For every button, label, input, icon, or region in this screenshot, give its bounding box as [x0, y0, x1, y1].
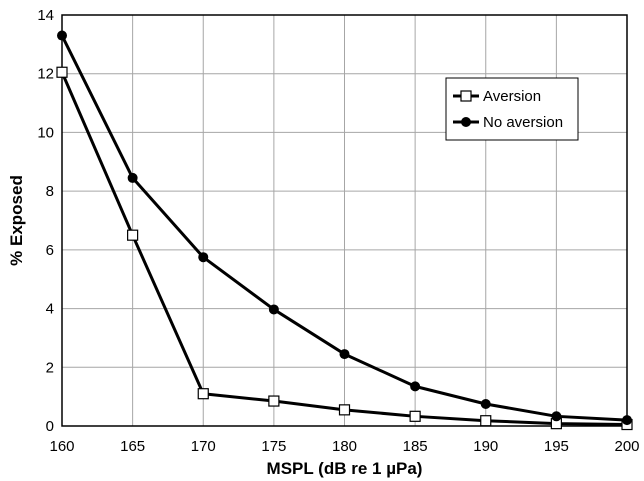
y-tick-label: 0: [46, 418, 54, 435]
data-point-no-aversion: [339, 349, 350, 360]
x-axis-title: MSPL (dB re 1 µPa): [267, 459, 423, 478]
x-tick-label: 185: [403, 438, 428, 455]
data-point-aversion: [480, 415, 492, 427]
legend-marker-aversion: [460, 90, 472, 102]
data-point-aversion: [197, 388, 209, 400]
x-axis-tick-labels: 160 165 170 175 180 185 190 195 200: [49, 438, 639, 455]
y-tick-label: 12: [37, 66, 54, 83]
data-point-no-aversion: [622, 415, 632, 426]
data-point-aversion: [268, 395, 280, 407]
data-point-aversion: [127, 229, 139, 241]
y-tick-label: 14: [37, 7, 54, 24]
data-point-aversion: [409, 410, 421, 422]
data-point-no-aversion: [410, 381, 421, 392]
data-point-no-aversion: [127, 172, 138, 183]
x-tick-label: 180: [332, 438, 357, 455]
x-tick-label: 160: [49, 438, 74, 455]
x-tick-label: 190: [473, 438, 498, 455]
legend-label-aversion: Aversion: [483, 88, 541, 105]
data-point-no-aversion: [268, 304, 279, 315]
plot-area-frame: [61, 14, 628, 427]
y-tick-label: 10: [37, 124, 54, 141]
x-tick-label: 165: [120, 438, 145, 455]
data-point-no-aversion: [198, 252, 209, 263]
legend-marker-no-aversion: [461, 117, 471, 127]
series-no-aversion: [57, 30, 632, 426]
data-point-no-aversion: [57, 30, 67, 41]
y-tick-label: 4: [46, 301, 54, 318]
x-tick-label: 200: [614, 438, 639, 455]
y-axis-tick-labels: 0 2 4 6 8 10 12 14: [37, 7, 54, 435]
data-point-aversion: [56, 66, 68, 78]
legend: Aversion No aversion: [445, 77, 579, 141]
series-group: [56, 30, 633, 431]
y-axis-title: % Exposed: [7, 175, 26, 266]
legend-box: [445, 77, 579, 141]
data-point-no-aversion: [480, 398, 491, 409]
legend-label-no-aversion: No aversion: [483, 114, 563, 131]
x-tick-label: 170: [191, 438, 216, 455]
x-tick-label: 175: [261, 438, 286, 455]
y-tick-label: 6: [46, 242, 54, 259]
grid: [61, 14, 628, 427]
data-point-no-aversion: [551, 411, 562, 422]
y-tick-label: 8: [46, 183, 54, 200]
data-point-aversion: [338, 404, 351, 416]
y-tick-label: 2: [46, 359, 54, 376]
x-tick-label: 195: [544, 438, 569, 455]
